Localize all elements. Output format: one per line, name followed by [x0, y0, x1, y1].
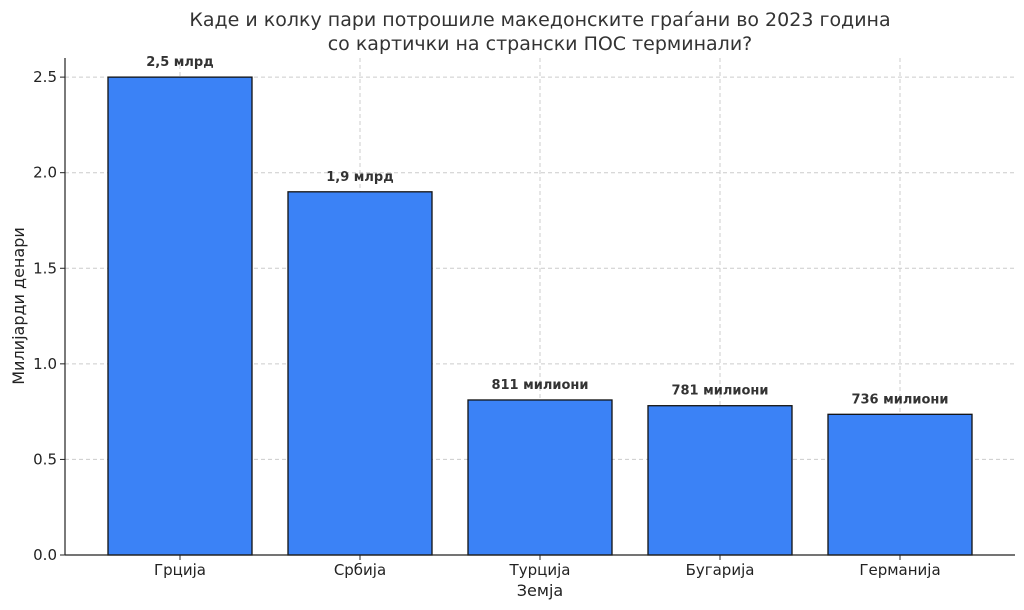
x-axis-ticks: Грција Србија Турција Бугарија Германија: [154, 555, 941, 579]
bar-4: [647, 405, 793, 556]
bar-2: [287, 191, 433, 556]
chart-title-line-1: Каде и колку пари потрошиле македонските…: [189, 9, 890, 31]
bar-value-label: 2,5 млрд: [146, 55, 214, 70]
y-tick-label: 1.0: [33, 355, 57, 373]
y-tick-label: 2.0: [33, 164, 57, 182]
bar-value-label: 1,9 млрд: [326, 170, 394, 185]
bar-value-label: 811 милиони: [491, 378, 588, 393]
data-labels: 2,5 млрд 1,9 млрд 811 милиони 781 милиони 73…: [146, 55, 948, 407]
y-axis-ticks: 0.0 0.5 1.0 1.5 2.0 2.5: [33, 68, 65, 564]
x-axis-label: Земја: [517, 581, 563, 600]
x-tick-label: Грција: [154, 561, 206, 579]
bar-3: [467, 399, 613, 556]
chart-title-line-2: со картички на странски ПОС терминали?: [328, 33, 753, 55]
y-tick-label: 1.5: [33, 259, 57, 277]
y-axis-label: Милијарди денари: [9, 227, 28, 385]
x-tick-label: Србија: [334, 561, 386, 579]
y-tick-label: 0.0: [33, 546, 57, 564]
bar-1: [107, 76, 253, 556]
bar-value-label: 781 милиони: [671, 384, 768, 399]
y-tick-label: 2.5: [33, 68, 57, 86]
y-tick-label: 0.5: [33, 450, 57, 468]
bar-value-label: 736 милиони: [851, 392, 948, 407]
x-tick-label: Германија: [859, 561, 940, 579]
x-tick-label: Бугарија: [686, 561, 755, 579]
x-tick-label: Турција: [509, 561, 571, 579]
bar-5: [827, 413, 973, 556]
